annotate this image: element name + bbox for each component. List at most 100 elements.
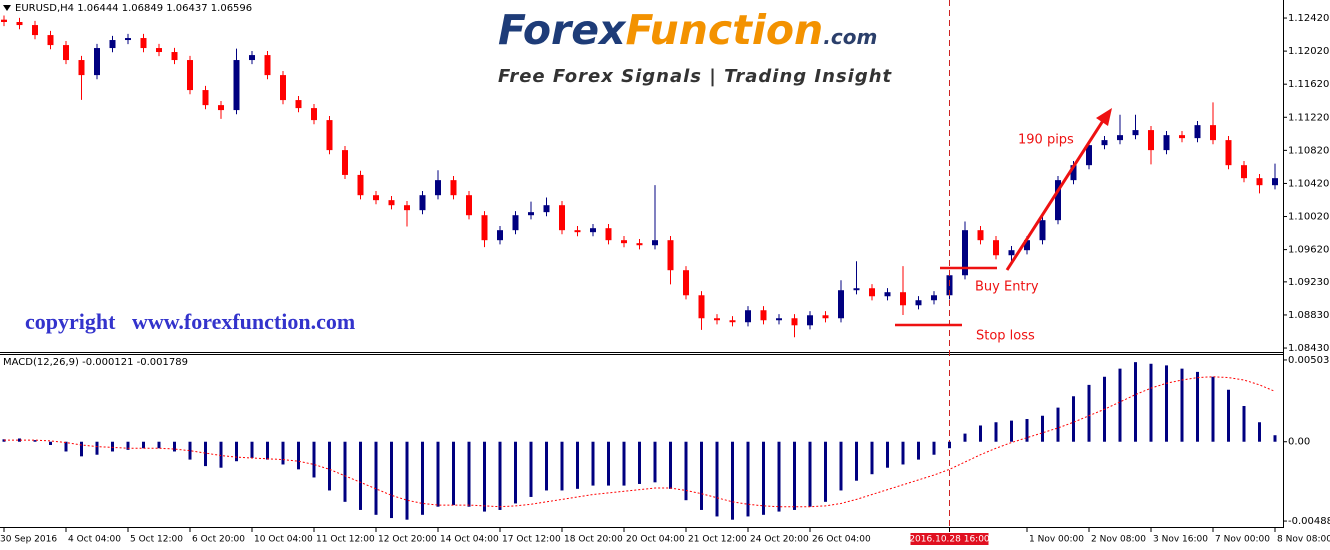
candle-body (1039, 220, 1046, 241)
candle-body (16, 22, 23, 26)
macd-bar (545, 441, 548, 491)
macd-bar (173, 441, 176, 452)
candle-body (140, 38, 147, 49)
macd-bar (731, 441, 734, 520)
macd-bar (979, 425, 982, 442)
macd-bar (421, 441, 424, 515)
candle-body (838, 290, 844, 319)
candle-body (512, 215, 519, 231)
candle-body (590, 228, 596, 233)
logo-forex: Forex (498, 6, 627, 54)
macd-bar (157, 441, 161, 449)
candle-body (559, 205, 565, 231)
macd-bar (1273, 435, 1277, 442)
y-tick-label: -0.004884 (1288, 516, 1330, 527)
candle-body (760, 310, 767, 321)
candle-body (326, 120, 333, 151)
cursor-label-bg (910, 533, 989, 545)
y-tick-label: 1.09620 (1288, 245, 1329, 256)
candle-body (1008, 250, 1015, 256)
candle-body (233, 60, 240, 111)
candle-body (977, 230, 984, 241)
candle-body (342, 150, 348, 175)
y-tick-label: 0.005035 (1288, 355, 1330, 366)
logo: ForexFunction.com (498, 6, 877, 54)
logo-function: Function (625, 6, 823, 54)
candle-body (94, 48, 100, 76)
x-tick-label: 20 Oct 04:00 (626, 535, 685, 545)
candle-body (171, 52, 178, 61)
macd-bar (576, 441, 579, 489)
macd-bar (95, 441, 99, 455)
x-tick-label: 30 Sep 2016 (0, 535, 57, 545)
macd-bar (1211, 376, 1215, 442)
candle-body (776, 318, 782, 321)
macd-bar (1134, 362, 1137, 442)
candle-body (683, 270, 689, 296)
candle-body (1086, 145, 1092, 166)
candle-body (47, 35, 54, 46)
candle-body (1241, 165, 1247, 179)
x-tick-label: 10 Oct 04:00 (254, 535, 313, 545)
macd-bar (793, 441, 796, 510)
candle-body (605, 228, 612, 241)
candle-body (1179, 135, 1185, 139)
candle-body (652, 240, 658, 246)
cursor-label: 2016.10.28 16:00 (909, 535, 990, 545)
macd-bar (917, 441, 920, 460)
macd-bar (638, 441, 641, 484)
macd-bar (359, 441, 362, 510)
candle-body (574, 230, 581, 233)
signal-line (4, 376, 1276, 508)
macd-bar (839, 441, 843, 491)
candle-body (962, 230, 968, 276)
macd-bar (235, 441, 238, 462)
candle-body (295, 100, 302, 109)
candle-body (1148, 130, 1154, 151)
macd-bar (1056, 407, 1060, 442)
candle-body (311, 108, 317, 121)
candle-body (280, 75, 286, 101)
candle-body (435, 180, 441, 196)
macd-bar (901, 441, 905, 465)
candle-body (1256, 178, 1263, 186)
x-tick-label: 24 Oct 20:00 (750, 535, 809, 545)
y-tick-label: 1.12420 (1288, 13, 1329, 24)
x-tick-label: 14 Oct 04:00 (440, 535, 499, 545)
candle-body (1024, 240, 1030, 251)
candle-body (714, 318, 720, 321)
macd-bar (1180, 368, 1184, 442)
candle-body (125, 38, 131, 41)
x-tick-label: 5 Oct 12:00 (130, 535, 183, 545)
macd-bar (855, 441, 858, 481)
macd-bar (1118, 368, 1122, 442)
macd-bar (1196, 371, 1199, 442)
y-tick-label: 1.12020 (1288, 46, 1329, 57)
macd-bar (886, 441, 889, 468)
candle-body (869, 288, 875, 297)
candle-body (528, 212, 534, 216)
candle-body (1132, 130, 1139, 136)
candle-body (32, 25, 38, 36)
x-tick-label: 11 Oct 12:00 (316, 535, 375, 545)
candle-body (1194, 125, 1201, 139)
menu-triangle (3, 5, 11, 11)
macd-bar (715, 441, 719, 517)
x-tick-label: 2 Nov 08:00 (1091, 535, 1146, 545)
annotation: 190 pips (1018, 133, 1074, 148)
macd-bar (374, 441, 378, 515)
macd-bar (142, 441, 145, 449)
macd-bar (111, 441, 114, 452)
macd-bar (405, 441, 409, 520)
candle-body (466, 195, 472, 216)
annotation: Stop loss (976, 329, 1035, 344)
macd-bar (1087, 384, 1091, 442)
candle-body (621, 240, 627, 244)
y-tick-label: 1.11620 (1288, 79, 1329, 90)
macd-bar (653, 441, 657, 483)
macd-bar (312, 441, 316, 478)
logo-com: .com (823, 25, 877, 49)
macd-bar (126, 441, 130, 450)
candle-body (497, 230, 503, 241)
